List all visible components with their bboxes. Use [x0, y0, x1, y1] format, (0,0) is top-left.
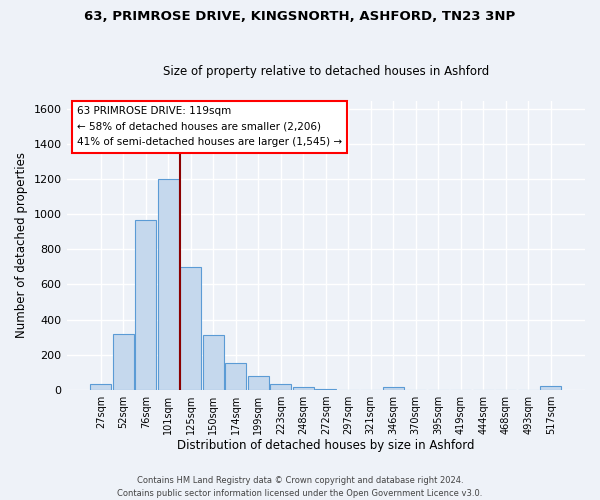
X-axis label: Distribution of detached houses by size in Ashford: Distribution of detached houses by size … [177, 440, 475, 452]
Bar [225, 364, 247, 390]
Bar [180, 267, 202, 390]
Bar [315, 388, 337, 390]
Bar [113, 334, 134, 390]
Text: Contains HM Land Registry data © Crown copyright and database right 2024.
Contai: Contains HM Land Registry data © Crown c… [118, 476, 482, 498]
Text: 63, PRIMROSE DRIVE, KINGSNORTH, ASHFORD, TN23 3NP: 63, PRIMROSE DRIVE, KINGSNORTH, ASHFORD,… [85, 10, 515, 23]
Bar [270, 384, 292, 390]
Bar [203, 336, 224, 390]
Bar [248, 376, 269, 390]
Text: 63 PRIMROSE DRIVE: 119sqm
← 58% of detached houses are smaller (2,206)
41% of se: 63 PRIMROSE DRIVE: 119sqm ← 58% of detac… [77, 106, 342, 148]
Y-axis label: Number of detached properties: Number of detached properties [15, 152, 28, 338]
Bar [383, 387, 404, 390]
Title: Size of property relative to detached houses in Ashford: Size of property relative to detached ho… [163, 66, 489, 78]
Bar [158, 180, 179, 390]
Bar [293, 387, 314, 390]
Bar [540, 386, 562, 390]
Bar [90, 384, 112, 390]
Bar [135, 220, 157, 390]
